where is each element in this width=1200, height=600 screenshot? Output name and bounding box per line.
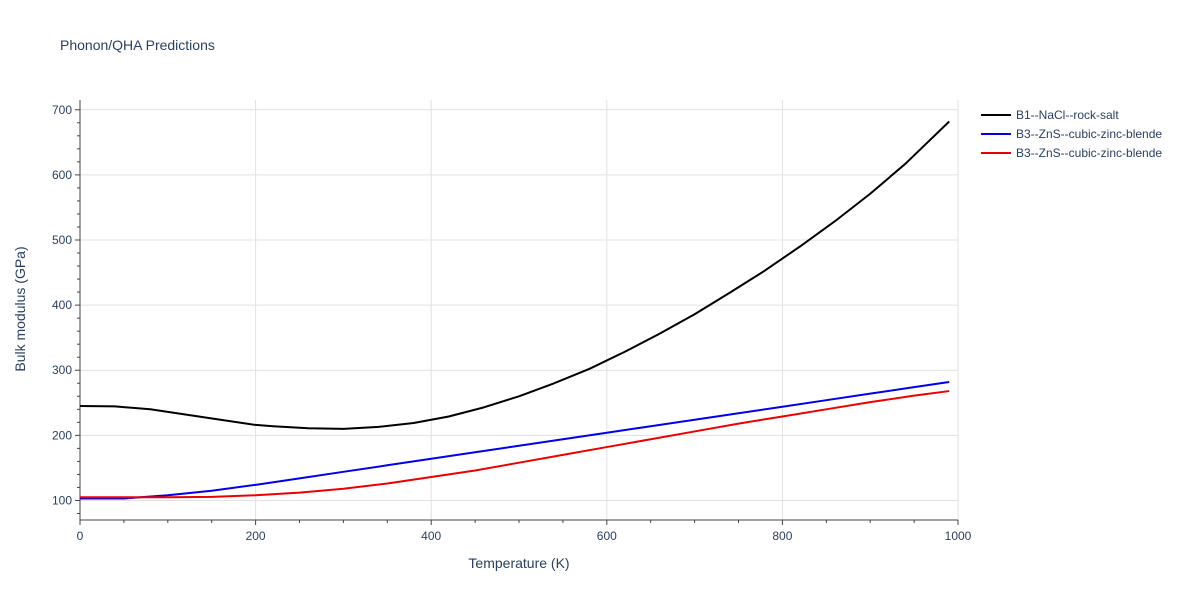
axes: 0 200 400 600 800 1000 100 200 300 400 500 600 700 <box>52 100 972 543</box>
x-tick-label: 600 <box>597 529 617 543</box>
y-tick-label: 200 <box>52 428 72 442</box>
legend-item-3[interactable]: B3--ZnS--cubic-zinc-blende <box>981 146 1162 160</box>
series-layer <box>79 120 950 500</box>
chart-title: Phonon/QHA Predictions <box>60 37 215 53</box>
legend-label: B1--NaCl--rock-salt <box>1016 108 1119 122</box>
grid <box>80 100 959 520</box>
y-tick-label: 100 <box>52 493 72 507</box>
y-tick-label: 500 <box>52 233 72 247</box>
series-line-2 <box>80 380 950 500</box>
y-axis-title: Bulk modulus (GPa) <box>12 246 28 371</box>
x-tick-label: 400 <box>421 529 441 543</box>
legend-label: B3--ZnS--cubic-zinc-blende <box>1016 127 1162 141</box>
x-tick-label: 1000 <box>945 529 972 543</box>
legend-label: B3--ZnS--cubic-zinc-blende <box>1016 146 1162 160</box>
x-tick-label: 800 <box>772 529 792 543</box>
y-tick-label: 300 <box>52 363 72 377</box>
series-line-1 <box>79 120 950 430</box>
y-tick-label: 600 <box>52 168 72 182</box>
legend: B1--NaCl--rock-salt B3--ZnS--cubic-zinc-b… <box>981 108 1162 160</box>
x-tick-label: 200 <box>246 529 266 543</box>
legend-item-1[interactable]: B1--NaCl--rock-salt <box>981 108 1119 122</box>
x-axis-title: Temperature (K) <box>468 555 569 571</box>
y-tick-label: 700 <box>52 103 72 117</box>
x-tick-label: 0 <box>77 529 84 543</box>
series-line-3 <box>80 390 950 499</box>
y-tick-label: 400 <box>52 298 72 312</box>
legend-item-2[interactable]: B3--ZnS--cubic-zinc-blende <box>981 127 1162 141</box>
